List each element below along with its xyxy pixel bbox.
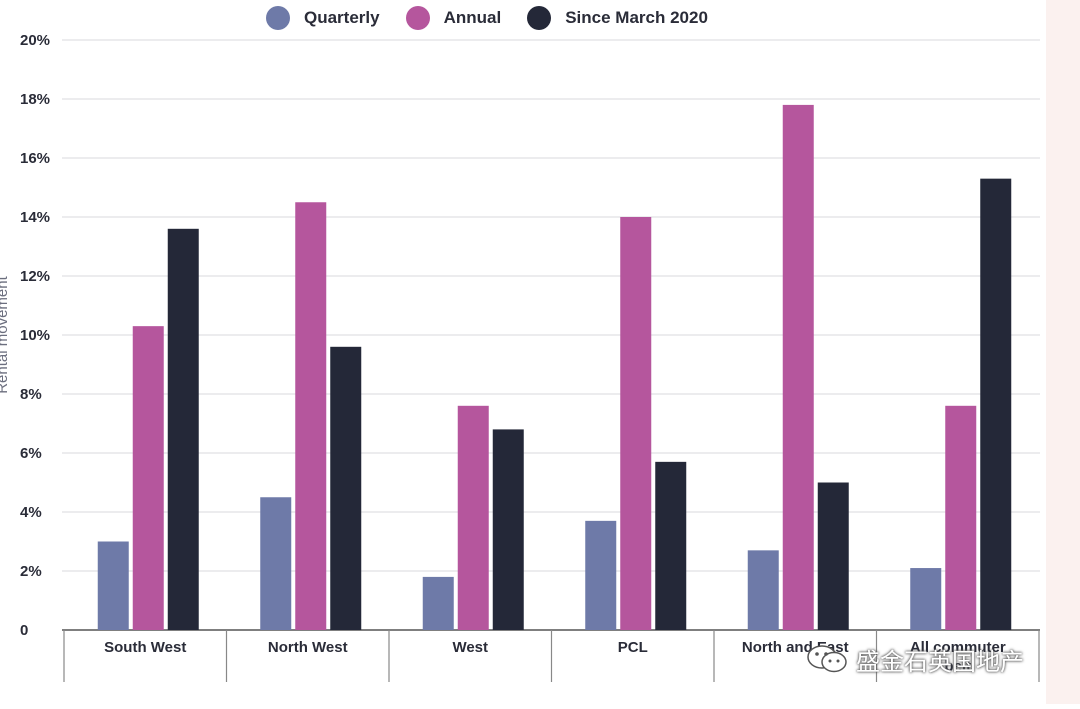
y-tick-label: 6% [20, 445, 42, 462]
right-margin-strip [1046, 0, 1080, 704]
bar-annual [782, 104, 814, 630]
legend-swatch-since-march-2020 [527, 6, 552, 30]
chart-legend: Quarterly Annual Since March 2020 [266, 6, 708, 30]
wechat-icon [806, 644, 850, 674]
legend-item-since-march-2020: Since March 2020 [527, 6, 708, 30]
y-tick-label: 14% [20, 209, 50, 226]
legend-item-quarterly: Quarterly [266, 6, 380, 30]
y-tick-label: 20% [20, 32, 50, 49]
legend-label-quarterly: Quarterly [304, 8, 380, 27]
bar-annual [295, 202, 327, 630]
y-tick-label: 0 [20, 622, 28, 639]
bar-since-march-2020 [492, 429, 524, 630]
bar-quarterly [260, 497, 292, 630]
legend-label-annual: Annual [443, 8, 502, 27]
x-tick-label: North West [268, 639, 348, 656]
bar-quarterly [422, 576, 454, 630]
bar-quarterly [747, 550, 779, 630]
bar-since-march-2020 [655, 461, 687, 630]
bar-since-march-2020 [817, 482, 849, 630]
y-tick-label: 8% [20, 386, 42, 403]
bar-quarterly [97, 541, 129, 630]
x-tick-label: South West [104, 639, 186, 656]
bar-annual [457, 405, 489, 630]
bar-since-march-2020 [330, 346, 362, 630]
x-tick-label: belt [944, 658, 971, 675]
legend-label-since-march-2020: Since March 2020 [565, 8, 708, 27]
y-tick-label: 12% [20, 268, 50, 285]
watermark: 盛金石英国地产 [806, 642, 1024, 676]
legend-swatch-quarterly [266, 6, 290, 30]
y-axis-title: Rental movement [0, 275, 11, 393]
x-tick-label: PCL [618, 639, 648, 656]
y-tick-label: 2% [20, 563, 42, 580]
legend-swatch-annual [405, 6, 430, 30]
y-tick-label: 16% [20, 150, 50, 167]
bar-quarterly [585, 520, 617, 630]
y-tick-label: 10% [20, 327, 50, 344]
x-tick-label: West [452, 639, 488, 656]
bar-annual [620, 217, 652, 630]
bar-annual [945, 405, 977, 630]
y-tick-label: 4% [20, 504, 42, 521]
bar-since-march-2020 [980, 178, 1012, 630]
bar-since-march-2020 [167, 228, 199, 631]
bar-chart: 0 2% 4% 6% 8% 10% 12% 14% 16% 18% 20% Rental moveme… [0, 32, 1040, 682]
y-tick-label: 18% [20, 91, 50, 108]
bar-annual [132, 326, 164, 630]
bar-quarterly [910, 568, 942, 630]
watermark-text: 盛金石英国地产 [856, 648, 1024, 676]
legend-item-annual: Annual [405, 6, 502, 30]
x-tick-label: All commuter [910, 639, 1006, 656]
